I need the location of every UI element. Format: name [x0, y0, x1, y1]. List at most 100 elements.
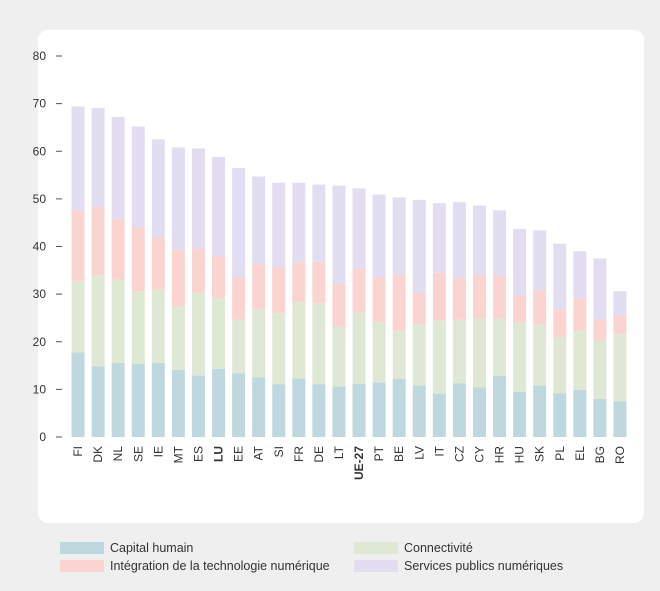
- y-tick-label: 80: [33, 49, 47, 63]
- bar-segment-cz-s0: [452, 383, 466, 437]
- legend-swatch-connectivite: [354, 542, 398, 554]
- y-tick-label: 0: [39, 430, 46, 444]
- bar-segment-ee-s1: [232, 319, 246, 374]
- y-tick-label: 70: [33, 97, 47, 111]
- x-tick-label-es: ES: [191, 446, 205, 462]
- bar-segment-hu-s1: [513, 322, 527, 392]
- bar-segment-ue-27-s2: [352, 268, 366, 313]
- bar-segment-de-s1: [312, 303, 326, 385]
- bar-segment-dk-s2: [91, 206, 105, 276]
- bar-segment-es-s0: [191, 375, 205, 437]
- bar-segment-sk-s2: [533, 290, 547, 325]
- x-tick-label-it: IT: [432, 445, 446, 456]
- bar-segment-mt-s1: [171, 306, 185, 370]
- bar-segment-mt-s2: [171, 249, 185, 307]
- bar-segment-el-s3: [573, 251, 587, 299]
- bar-segment-be-s1: [392, 331, 406, 379]
- bar-segment-lu-s1: [212, 297, 226, 369]
- bar-segment-lu-s3: [212, 156, 226, 257]
- bar-segment-de-s3: [312, 184, 326, 262]
- bar-segment-ie-s2: [151, 237, 165, 290]
- bar-segment-si-s3: [272, 182, 286, 268]
- bar-segment-hr-s2: [493, 276, 507, 319]
- x-tick-label-ro: RO: [613, 446, 627, 464]
- bar-segment-si-s0: [272, 384, 286, 437]
- bar-segment-ro-s2: [613, 315, 627, 335]
- bar-segment-fi-s1: [71, 280, 85, 353]
- bar-segment-ie-s1: [151, 289, 165, 363]
- x-tick-label-dk: DK: [91, 446, 105, 463]
- bar-segment-fi-s0: [71, 352, 85, 437]
- x-tick-label-mt: MT: [171, 445, 185, 463]
- bar-segment-cy-s2: [472, 275, 486, 319]
- bar-segment-sk-s1: [533, 324, 547, 386]
- bar-segment-pl-s3: [553, 243, 567, 310]
- bar-segment-nl-s0: [111, 362, 125, 437]
- bar-segment-nl-s3: [111, 116, 125, 219]
- x-tick-label-cz: CZ: [452, 446, 466, 462]
- x-tick-label-lt: LT: [332, 445, 346, 459]
- bar-segment-bg-s0: [593, 398, 607, 437]
- bar-segment-lv-s1: [412, 324, 426, 386]
- bar-segment-bg-s1: [593, 340, 607, 399]
- bar-segment-lt-s1: [332, 326, 346, 387]
- x-tick-label-pt: PT: [372, 445, 386, 461]
- legend-item-services-publics: Services publics numériques: [354, 558, 563, 574]
- x-tick-label-el: EL: [573, 446, 587, 461]
- legend-label-services-publics: Services publics numériques: [404, 559, 564, 573]
- bar-segment-se-s0: [131, 363, 145, 437]
- x-tick-label-fr: FR: [292, 446, 306, 462]
- x-tick-label-de: DE: [312, 446, 326, 463]
- x-tick-label-ie: IE: [151, 446, 165, 457]
- x-tick-label-ue-27: UE-27: [352, 446, 366, 480]
- bar-segment-hr-s1: [493, 318, 507, 377]
- legend-label-integration: Intégration de la technologie numérique: [110, 559, 330, 573]
- bar-segment-it-s3: [432, 203, 446, 273]
- bar-segment-hu-s0: [513, 391, 527, 437]
- bar-segment-cy-s0: [472, 387, 486, 437]
- bar-segment-lt-s3: [332, 185, 346, 285]
- x-tick-label-at: AT: [252, 445, 266, 460]
- bar-segment-at-s3: [252, 176, 266, 265]
- bar-segment-hr-s0: [493, 376, 507, 437]
- x-tick-label-fi: FI: [71, 446, 85, 457]
- bar-segment-lv-s3: [412, 199, 426, 294]
- x-tick-label-bg: BG: [593, 446, 607, 463]
- bar-segment-it-s1: [432, 320, 446, 394]
- bar-segment-sk-s0: [533, 385, 547, 437]
- legend-swatch-services-publics: [354, 560, 398, 572]
- bar-segment-at-s0: [252, 377, 266, 437]
- bar-segment-el-s2: [573, 298, 587, 331]
- bar-segment-fr-s2: [292, 262, 306, 303]
- bar-segment-ro-s0: [613, 401, 627, 437]
- bar-segment-fr-s0: [292, 378, 306, 437]
- bar-segment-lt-s0: [332, 386, 346, 437]
- bar-segment-es-s2: [191, 248, 205, 293]
- bar-segment-at-s1: [252, 309, 266, 378]
- bar-segment-cz-s1: [452, 319, 466, 384]
- x-tick-label-sk: SK: [533, 446, 547, 462]
- x-tick-label-ee: EE: [232, 446, 246, 462]
- y-tick-label: 30: [33, 287, 47, 301]
- bar-segment-at-s2: [252, 264, 266, 310]
- x-tick-label-lv: LV: [412, 446, 426, 460]
- bar-segment-lu-s2: [212, 256, 226, 298]
- bar-segment-fi-s2: [71, 210, 85, 281]
- bar-segment-de-s0: [312, 384, 326, 437]
- x-tick-label-pl: PL: [553, 446, 567, 461]
- bar-segment-si-s2: [272, 267, 286, 314]
- legend-label-connectivite: Connectivité: [404, 541, 473, 555]
- x-tick-label-se: SE: [131, 446, 145, 462]
- x-tick-label-si: SI: [272, 446, 286, 457]
- bar-segment-be-s2: [392, 274, 406, 332]
- bar-segment-it-s2: [432, 272, 446, 321]
- bar-segment-cy-s3: [472, 205, 486, 276]
- legend-swatch-capital-humain: [60, 542, 104, 554]
- bar-segment-ee-s2: [232, 277, 246, 320]
- stacked-bar-chart: 0 10 20 30 40 50 60 70 80 FI DK NL SE IE MT ES LU EE AT SI F…: [33, 49, 627, 480]
- legend-item-capital-humain: Capital humain: [60, 540, 193, 556]
- legend-swatch-integration: [60, 560, 104, 572]
- bar-segment-it-s0: [432, 393, 446, 437]
- x-tick-label-hr: HR: [493, 446, 507, 464]
- bar-segment-pl-s2: [553, 309, 567, 337]
